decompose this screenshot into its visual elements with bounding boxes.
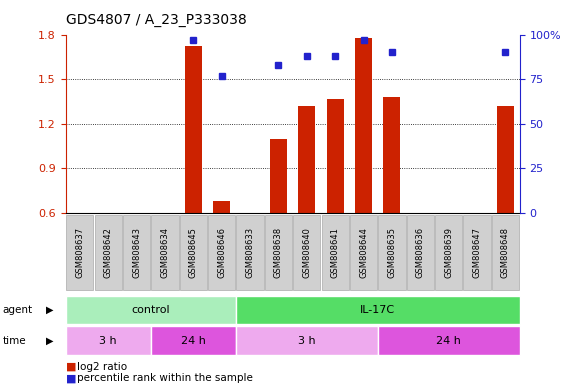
- Text: GSM808640: GSM808640: [302, 227, 311, 278]
- Text: 3 h: 3 h: [99, 336, 117, 346]
- Text: ▶: ▶: [46, 305, 53, 315]
- Bar: [384, 97, 400, 213]
- Text: GSM808637: GSM808637: [75, 227, 85, 278]
- Text: GSM808635: GSM808635: [388, 227, 396, 278]
- Text: GSM808644: GSM808644: [359, 227, 368, 278]
- Text: GSM808633: GSM808633: [246, 227, 255, 278]
- Text: time: time: [3, 336, 26, 346]
- Text: 3 h: 3 h: [298, 336, 316, 346]
- Text: GSM808648: GSM808648: [501, 227, 510, 278]
- Bar: [327, 99, 344, 213]
- Text: IL-17C: IL-17C: [360, 305, 395, 315]
- Text: 24 h: 24 h: [181, 336, 206, 346]
- Bar: [298, 106, 315, 213]
- Bar: [497, 106, 514, 213]
- Text: ■: ■: [66, 362, 76, 372]
- Text: control: control: [131, 305, 170, 315]
- Text: GSM808646: GSM808646: [217, 227, 226, 278]
- Bar: [270, 139, 287, 213]
- Bar: [355, 38, 372, 213]
- Bar: [213, 201, 230, 213]
- Text: GDS4807 / A_23_P333038: GDS4807 / A_23_P333038: [66, 13, 247, 27]
- Text: GSM808636: GSM808636: [416, 227, 425, 278]
- Text: 24 h: 24 h: [436, 336, 461, 346]
- Text: log2 ratio: log2 ratio: [77, 362, 127, 372]
- Text: agent: agent: [3, 305, 33, 315]
- Text: percentile rank within the sample: percentile rank within the sample: [77, 373, 253, 383]
- Text: GSM808641: GSM808641: [331, 227, 340, 278]
- Text: ▶: ▶: [46, 336, 53, 346]
- Text: GSM808638: GSM808638: [274, 227, 283, 278]
- Text: GSM808643: GSM808643: [132, 227, 141, 278]
- Text: GSM808634: GSM808634: [160, 227, 170, 278]
- Text: GSM808642: GSM808642: [104, 227, 112, 278]
- Bar: [185, 46, 202, 213]
- Text: ■: ■: [66, 373, 76, 383]
- Text: GSM808647: GSM808647: [473, 227, 481, 278]
- Text: GSM808639: GSM808639: [444, 227, 453, 278]
- Text: GSM808645: GSM808645: [189, 227, 198, 278]
